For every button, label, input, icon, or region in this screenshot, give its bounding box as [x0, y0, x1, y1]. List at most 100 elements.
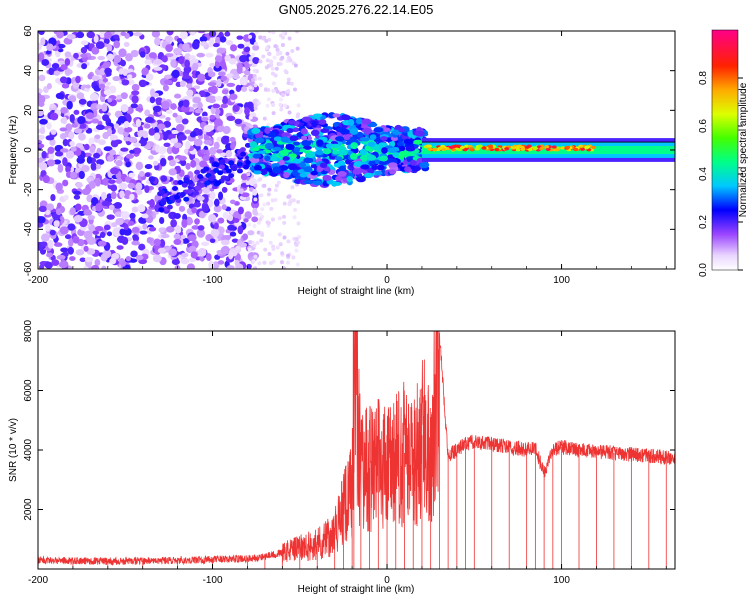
spectrogram-signal-cell [379, 155, 388, 162]
spectrogram-noise-cell [251, 259, 256, 264]
spectrogram-signal-cell [359, 155, 368, 163]
spectrogram-signal-cell [258, 150, 267, 155]
spectrogram-noise-cell [171, 69, 180, 79]
spectrogram-noise-cell [59, 132, 67, 140]
spectrogram-noise-cell [88, 180, 96, 189]
spectrogram-peak-cell [477, 144, 483, 148]
spectrogram-noise-cell [127, 182, 135, 189]
spectrogram-noise-cell [165, 109, 173, 115]
spectrogram-noise-cell [53, 159, 62, 165]
spectrogram-noise-cell [273, 73, 278, 78]
spectrogram-signal-cell [254, 132, 264, 140]
spectrogram-noise-cell [88, 137, 95, 146]
spectrogram-noise-cell [45, 50, 52, 55]
spectrogram-noise-cell [248, 34, 253, 39]
spectrogram-noise-cell [111, 252, 120, 260]
spectrogram-noise-cell [125, 256, 132, 262]
spectrogram-signal-cell [269, 156, 277, 162]
spectrogram-noise-cell [122, 227, 132, 236]
spectrogram-noise-cell [133, 32, 143, 37]
spectrogram-ytick-label: -60 [23, 261, 34, 276]
spectrogram-noise-cell [251, 84, 259, 93]
spectrogram-noise-cell [271, 246, 276, 251]
spectrogram-noise-cell [67, 246, 74, 255]
spectrogram-noise-cell [273, 188, 278, 193]
spectrogram-noise-cell [162, 84, 169, 92]
spectrogram-noise-cell [57, 48, 64, 53]
spectrogram-noise-cell [252, 243, 257, 248]
spectrogram-noise-cell [70, 146, 77, 152]
spectrogram-noise-cell [94, 225, 104, 232]
spectrogram-noise-cell [197, 247, 207, 257]
spectrogram-noise-cell [152, 105, 162, 113]
spectrogram-noise-cell [248, 56, 253, 61]
spectrogram-noise-cell [118, 182, 128, 190]
spectrogram-noise-cell [246, 172, 251, 177]
spectrogram-noise-cell [122, 68, 129, 76]
spectrogram-ytick-label: 0 [23, 147, 34, 153]
spectrogram-noise-cell [101, 191, 107, 201]
spectrogram-noise-cell [262, 183, 267, 188]
spectrogram-noise-cell [205, 253, 212, 261]
spectrogram-noise-cell [296, 221, 301, 226]
spectrogram-signal-cell [278, 165, 289, 171]
spectrogram-noise-cell [153, 126, 160, 134]
spectrogram-noise-cell [275, 89, 280, 94]
spectrogram-noise-cell [296, 112, 301, 117]
spectrogram-noise-cell [91, 75, 100, 82]
spectrogram-noise-cell [203, 124, 213, 133]
spectrogram-signal-cell [381, 147, 388, 154]
spectrogram-xtick-label: -100 [203, 275, 223, 286]
spectrogram-noise-cell [295, 31, 300, 34]
spectrogram-peak-cell [453, 144, 459, 148]
spectrogram-signal-cell [300, 128, 308, 135]
spectrogram-noise-cell [170, 129, 179, 134]
spectrogram-noise-cell [124, 126, 133, 133]
spectrogram-noise-cell [175, 123, 185, 132]
spectrogram-noise-cell [126, 74, 133, 79]
spectrogram-noise-cell [189, 31, 196, 36]
spectrogram-noise-cell [219, 36, 227, 43]
spectrogram-noise-cell [280, 42, 285, 47]
spectrogram-signal-cell [419, 161, 430, 169]
spectrogram-noise-cell [113, 34, 120, 40]
spectrogram-signal-cell [303, 166, 313, 173]
spectrogram-noise-cell [154, 36, 161, 46]
spectrogram-noise-cell [217, 191, 224, 201]
spectrogram-noise-cell [65, 123, 73, 131]
spectrogram-noise-cell [189, 55, 196, 60]
spectrogram-noise-cell [115, 178, 123, 184]
spectrogram-noise-cell [113, 40, 121, 49]
spectrogram-noise-cell [131, 95, 139, 104]
spectrogram-noise-cell [247, 247, 252, 252]
spectrogram-noise-cell [278, 61, 283, 66]
spectrogram-noise-cell [94, 259, 101, 266]
spectrogram-noise-cell [181, 218, 188, 228]
spectrogram-noise-cell [44, 261, 53, 269]
spectrogram-noise-cell [222, 95, 228, 105]
spectrogram-signal-cell [286, 127, 294, 134]
spectrogram-signal-cell [367, 141, 376, 147]
spectrogram-noise-cell [213, 141, 220, 150]
spectrogram-noise-cell [86, 248, 96, 255]
spectrogram-noise-cell [83, 245, 89, 252]
spectrogram-noise-cell [78, 170, 85, 180]
spectrogram-noise-cell [278, 102, 283, 107]
spectrogram-peak-cell [510, 146, 516, 150]
spectrogram-noise-cell [294, 242, 299, 247]
spectrogram-noise-cell [110, 167, 120, 175]
spectrogram-noise-cell [202, 154, 211, 162]
spectrogram-noise-cell [201, 117, 209, 122]
colorbar-label: Normalized spectral amplitude [738, 82, 749, 217]
spectrogram-noise-cell [173, 233, 181, 240]
spectrogram-noise-cell [216, 78, 222, 88]
spectrogram-noise-cell [254, 211, 259, 216]
spectrogram-noise-cell [172, 112, 178, 118]
spectrogram-signal-cell [264, 155, 271, 162]
spectrogram-noise-cell [144, 123, 151, 129]
spectrogram-noise-cell [265, 46, 270, 51]
spectrogram-noise-cell [277, 216, 282, 221]
spectrogram-noise-cell [69, 207, 76, 216]
spectrogram-noise-cell [49, 138, 56, 146]
spectrogram-signal-cell [254, 137, 265, 143]
